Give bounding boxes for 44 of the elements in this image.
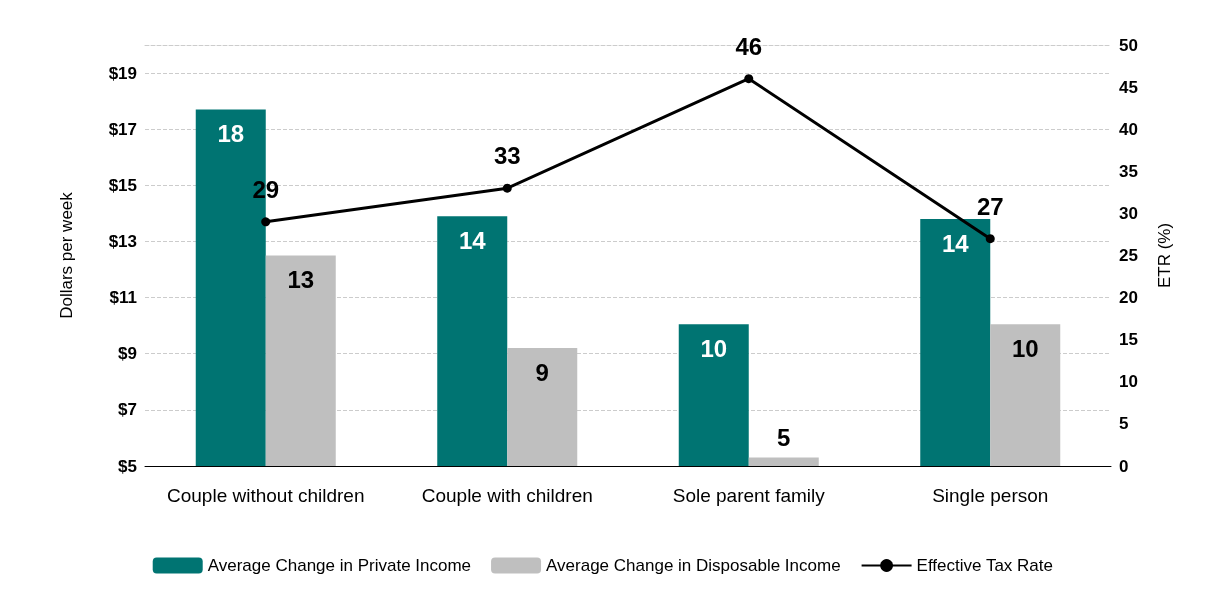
y2-tick-label: 10 [1119, 372, 1138, 392]
point [744, 74, 754, 84]
legend-label: Average Change in Disposable Income [546, 556, 841, 575]
y2-tick-label: 50 [1119, 35, 1138, 55]
x-tick-label: Couple without children [166, 485, 365, 506]
y2-tick-label: 5 [1119, 414, 1129, 434]
x-tick-label: Couple with children [421, 485, 593, 506]
y-tick-label: $17 [108, 119, 137, 139]
y2-tick-label: 35 [1119, 161, 1138, 181]
point [502, 183, 512, 193]
data-label: 13 [287, 266, 315, 293]
y2-tick-label: 40 [1119, 119, 1138, 139]
x-tick-label: Sole parent family [672, 485, 826, 506]
data-label: 33 [493, 142, 521, 170]
data-label: 46 [735, 32, 763, 60]
data-label: 29 [252, 175, 280, 203]
legend-label: Average Change in Private Income [207, 556, 472, 575]
y2-tick-label: 25 [1119, 246, 1138, 265]
y2-tick-label: 20 [1119, 288, 1138, 308]
data-label: 14 [458, 226, 487, 254]
y-tick-label: $5 [118, 456, 137, 476]
data-label: 5 [777, 424, 791, 452]
y2-tick-label: 0 [1119, 456, 1129, 476]
y-tick-label: $19 [108, 63, 137, 83]
data-label: 18 [217, 120, 245, 148]
y-tick-label: $13 [108, 231, 137, 251]
y2-tick-label: 45 [1119, 77, 1138, 97]
y-tick-label: $11 [109, 288, 137, 308]
y-tick-label: $15 [108, 175, 137, 195]
data-label: 10 [700, 334, 728, 362]
y2-tick-label: 30 [1119, 203, 1138, 223]
y2-axis-title: ETR (%) [1155, 222, 1174, 289]
y2-tick-label: 15 [1119, 330, 1138, 350]
y-tick-label: $7 [118, 400, 137, 420]
x-tick-label: Single person [932, 485, 1049, 506]
data-label: 9 [535, 358, 549, 386]
y-tick-label: $9 [118, 344, 137, 364]
point [261, 217, 271, 227]
data-label: 14 [941, 229, 970, 257]
y-axis-title: Dollars per week [57, 191, 76, 319]
data-label: 27 [976, 192, 1004, 220]
legend-label: Effective Tax Rate [916, 556, 1053, 575]
data-label: 10 [1011, 334, 1039, 362]
point [985, 234, 995, 244]
